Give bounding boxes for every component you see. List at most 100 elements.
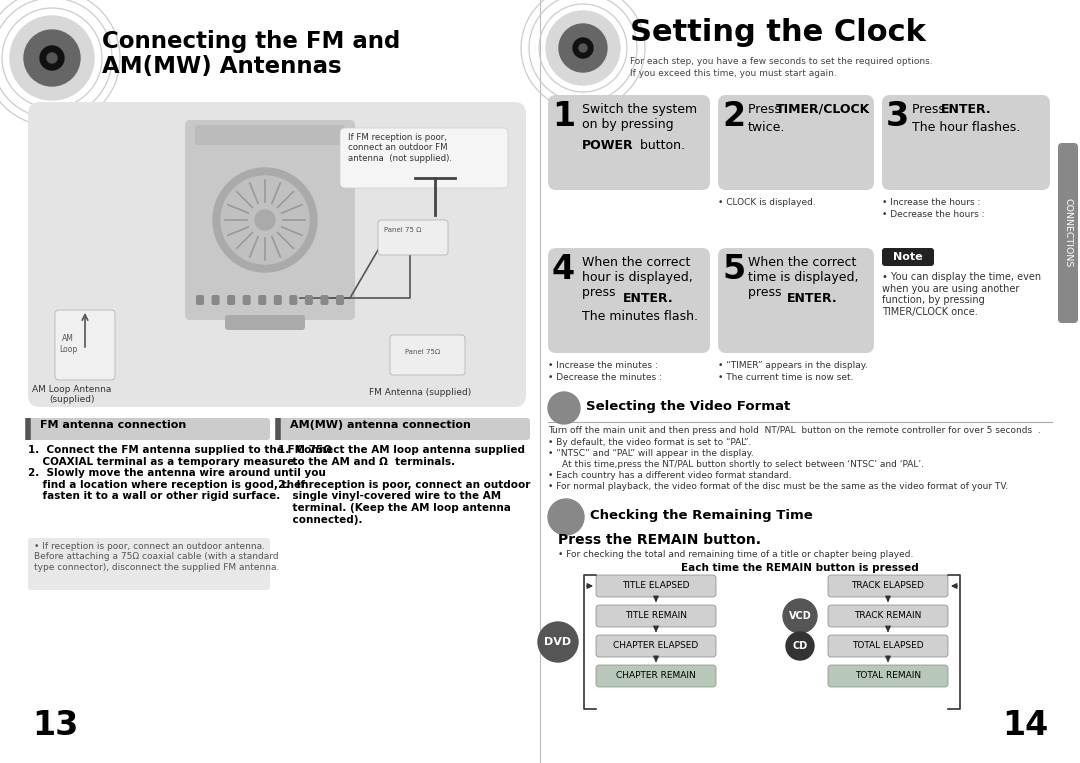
Text: Selecting the Video Format: Selecting the Video Format — [586, 400, 791, 413]
FancyBboxPatch shape — [305, 295, 313, 305]
Text: • Increase the minutes :: • Increase the minutes : — [548, 361, 658, 370]
Text: 4: 4 — [552, 253, 576, 286]
FancyBboxPatch shape — [340, 128, 508, 188]
Circle shape — [548, 499, 584, 535]
Circle shape — [48, 53, 57, 63]
Text: • Decrease the hours :: • Decrease the hours : — [882, 210, 985, 219]
FancyBboxPatch shape — [828, 665, 948, 687]
FancyBboxPatch shape — [195, 125, 345, 145]
Text: TITLE ELAPSED: TITLE ELAPSED — [622, 581, 690, 591]
Text: 1.  Connect the FM antenna supplied to the FM 75Ω
    COAXIAL terminal as a temp: 1. Connect the FM antenna supplied to th… — [28, 445, 332, 501]
Text: Each time the REMAIN button is pressed: Each time the REMAIN button is pressed — [681, 563, 919, 573]
Text: • CLOCK is displayed.: • CLOCK is displayed. — [718, 198, 815, 207]
Text: • “TIMER” appears in the display.: • “TIMER” appears in the display. — [718, 361, 867, 370]
Circle shape — [579, 44, 588, 52]
Text: CD: CD — [793, 641, 808, 651]
Circle shape — [548, 392, 580, 424]
FancyBboxPatch shape — [828, 575, 948, 597]
FancyBboxPatch shape — [548, 248, 710, 353]
Text: • If reception is poor, connect an outdoor antenna.
Before attaching a 75Ω coaxi: • If reception is poor, connect an outdo… — [33, 542, 280, 571]
FancyBboxPatch shape — [212, 295, 219, 305]
Circle shape — [546, 11, 620, 85]
FancyBboxPatch shape — [289, 295, 297, 305]
Text: TOTAL ELAPSED: TOTAL ELAPSED — [852, 642, 923, 651]
FancyBboxPatch shape — [390, 335, 465, 375]
Text: TRACK REMAIN: TRACK REMAIN — [854, 611, 921, 620]
Text: If you exceed this time, you must start again.: If you exceed this time, you must start … — [630, 69, 837, 78]
Text: button.: button. — [636, 139, 685, 152]
Text: Turn off the main unit and then press and hold  NT/PAL  button on the remote con: Turn off the main unit and then press an… — [548, 426, 1041, 435]
Text: 1.  Connect the AM loop antenna supplied
    to the AM and Ω  terminals.

2.  If: 1. Connect the AM loop antenna supplied … — [278, 445, 530, 525]
Text: AM(MW) antenna connection: AM(MW) antenna connection — [291, 420, 471, 430]
FancyBboxPatch shape — [225, 315, 305, 330]
Text: • Each country has a different video format standard.: • Each country has a different video for… — [548, 471, 792, 480]
FancyBboxPatch shape — [185, 120, 355, 320]
FancyBboxPatch shape — [1058, 143, 1078, 323]
FancyBboxPatch shape — [882, 248, 934, 266]
Text: • You can display the time, even
when you are using another
function, by pressin: • You can display the time, even when yo… — [882, 272, 1041, 317]
Circle shape — [213, 168, 318, 272]
Circle shape — [221, 176, 309, 264]
FancyBboxPatch shape — [596, 635, 716, 657]
Text: Press: Press — [912, 103, 949, 116]
Circle shape — [786, 632, 814, 660]
Text: Panel 75Ω: Panel 75Ω — [405, 349, 441, 355]
Circle shape — [783, 599, 816, 633]
Text: twice.: twice. — [748, 121, 785, 134]
Text: • Increase the hours :: • Increase the hours : — [882, 198, 981, 207]
Text: The hour flashes.: The hour flashes. — [912, 121, 1021, 134]
Text: • For checking the total and remaining time of a title or chapter being played.: • For checking the total and remaining t… — [558, 550, 914, 559]
Text: • Decrease the minutes :: • Decrease the minutes : — [548, 373, 662, 382]
Text: Press: Press — [748, 103, 785, 116]
Text: • For normal playback, the video format of the disc must be the same as the vide: • For normal playback, the video format … — [548, 482, 1009, 491]
Text: At this time,press the NT/PAL button shortly to select between ‘NTSC’ and ‘PAL’.: At this time,press the NT/PAL button sho… — [562, 460, 924, 469]
Circle shape — [559, 24, 607, 72]
Circle shape — [255, 210, 275, 230]
Circle shape — [40, 46, 64, 70]
FancyBboxPatch shape — [321, 295, 328, 305]
Text: TIMER/CLOCK: TIMER/CLOCK — [777, 103, 870, 116]
FancyBboxPatch shape — [596, 575, 716, 597]
Text: Switch the system
on by pressing: Switch the system on by pressing — [582, 103, 697, 131]
FancyBboxPatch shape — [28, 538, 270, 590]
Text: 14: 14 — [1002, 709, 1048, 742]
FancyBboxPatch shape — [336, 295, 345, 305]
FancyBboxPatch shape — [278, 418, 530, 440]
Text: CHAPTER REMAIN: CHAPTER REMAIN — [616, 671, 696, 681]
Circle shape — [24, 30, 80, 86]
Text: ENTER.: ENTER. — [941, 103, 991, 116]
Text: DVD: DVD — [544, 637, 571, 647]
FancyBboxPatch shape — [28, 102, 526, 407]
Text: 13: 13 — [32, 709, 79, 742]
Text: ENTER.: ENTER. — [623, 292, 674, 305]
Text: 3: 3 — [886, 100, 909, 133]
Text: • “NTSC” and “PAL” will appear in the display.: • “NTSC” and “PAL” will appear in the di… — [548, 449, 754, 458]
FancyBboxPatch shape — [596, 665, 716, 687]
FancyBboxPatch shape — [243, 295, 251, 305]
Text: TITLE REMAIN: TITLE REMAIN — [625, 611, 687, 620]
Text: FM antenna connection: FM antenna connection — [40, 420, 186, 430]
Text: • By default, the video format is set to “PAL”.: • By default, the video format is set to… — [548, 438, 752, 447]
Text: AM Loop Antenna
(supplied): AM Loop Antenna (supplied) — [32, 385, 111, 404]
FancyBboxPatch shape — [227, 295, 235, 305]
Text: Press the REMAIN button.: Press the REMAIN button. — [558, 533, 761, 547]
Text: If FM reception is poor,
connect an outdoor FM
antenna  (not supplied).: If FM reception is poor, connect an outd… — [348, 133, 453, 163]
Text: CONNECTIONS: CONNECTIONS — [1064, 198, 1072, 268]
Circle shape — [538, 622, 578, 662]
FancyBboxPatch shape — [273, 295, 282, 305]
Text: FM Antenna (supplied): FM Antenna (supplied) — [369, 388, 471, 397]
Text: The minutes flash.: The minutes flash. — [582, 310, 698, 323]
FancyBboxPatch shape — [718, 95, 874, 190]
FancyBboxPatch shape — [195, 295, 204, 305]
Text: TRACK ELAPSED: TRACK ELAPSED — [851, 581, 924, 591]
Text: 5: 5 — [723, 253, 745, 286]
FancyBboxPatch shape — [596, 605, 716, 627]
Text: AM
Loop: AM Loop — [59, 334, 77, 354]
Text: • The current time is now set.: • The current time is now set. — [718, 373, 853, 382]
FancyBboxPatch shape — [828, 635, 948, 657]
FancyBboxPatch shape — [828, 605, 948, 627]
Text: Note: Note — [893, 252, 922, 262]
Text: VCD: VCD — [788, 611, 811, 621]
Text: TOTAL REMAIN: TOTAL REMAIN — [855, 671, 921, 681]
Text: POWER: POWER — [582, 139, 634, 152]
